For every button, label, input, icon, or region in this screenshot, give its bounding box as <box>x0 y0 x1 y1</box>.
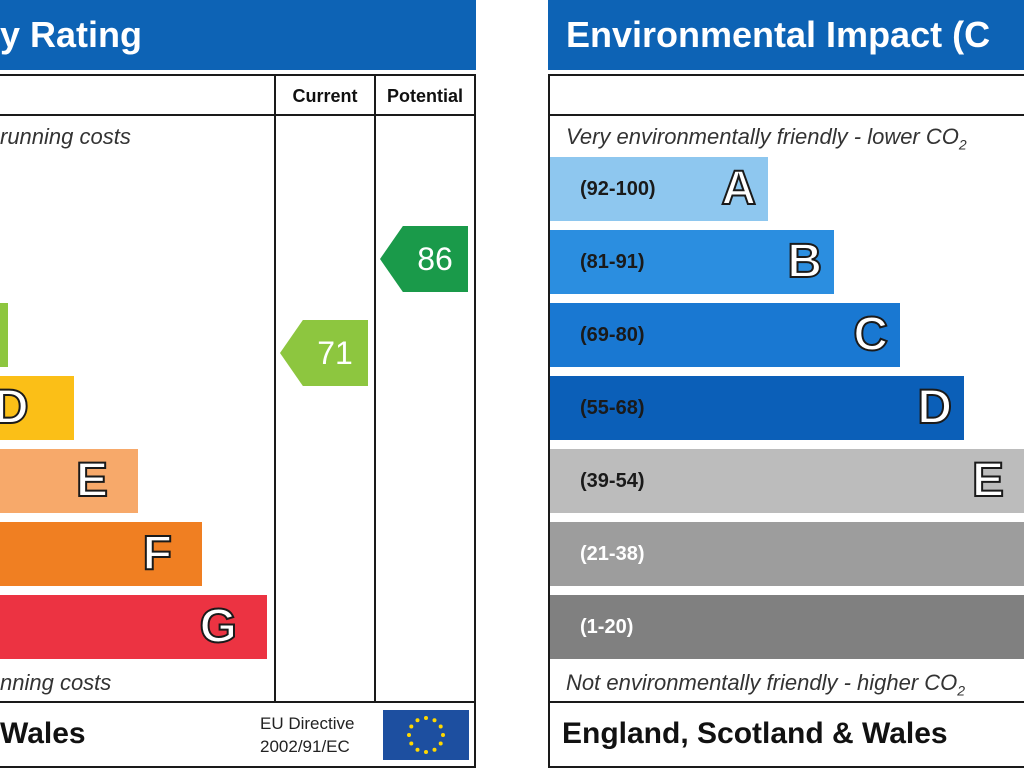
eu-star <box>409 724 414 729</box>
environmental-band-c: (69-80) C <box>550 303 900 367</box>
potential-column-header: Potential <box>386 86 463 106</box>
energy-top-note: running costs <box>0 124 131 149</box>
energy-band-letter: G <box>199 599 238 654</box>
energy-bottom-note: nning costs <box>0 670 112 695</box>
environmental-top-note-sub: 2 <box>958 136 967 152</box>
energy-band-letter: D <box>0 380 30 435</box>
energy-panel-title-text: y Rating <box>0 14 143 55</box>
environmental-bottom-note: Not environmentally friendly - higher CO… <box>566 668 1024 698</box>
environmental-footer-region: England, Scotland & Wales <box>562 717 948 750</box>
environmental-band-letter: D <box>916 380 953 435</box>
energy-header-divider <box>0 114 476 116</box>
eu-star <box>409 741 414 746</box>
environmental-band-d: (55-68) D <box>550 376 964 440</box>
eu-star <box>424 716 428 720</box>
environmental-panel-title-text: Environmental Impact (C <box>566 14 991 55</box>
eu-directive-line1: EU Directive <box>260 714 355 733</box>
energy-footer-region: Wales <box>0 717 86 750</box>
eu-star <box>432 718 437 723</box>
energy-panel-title: y Rating <box>0 0 476 70</box>
environmental-band-letter: A <box>720 161 757 216</box>
current-rating-value: 71 <box>317 335 353 371</box>
environmental-band-b: (81-91) B <box>550 230 834 294</box>
environmental-band-letter: C <box>852 307 889 362</box>
environmental-bottom-note-sub: 2 <box>957 682 966 698</box>
energy-band-partial <box>0 303 8 367</box>
energy-band-d: D <box>0 376 74 440</box>
energy-band-f: F <box>0 522 202 586</box>
eu-star <box>441 733 445 737</box>
eu-star <box>415 718 420 723</box>
potential-rating-value: 86 <box>417 241 453 277</box>
environmental-band-range: (55-68) <box>580 397 645 419</box>
eu-star <box>415 747 420 752</box>
environmental-bottom-note-text: Not environmentally friendly - higher CO <box>566 670 958 695</box>
eu-star <box>407 733 411 737</box>
environmental-band-range: (21-38) <box>580 543 645 565</box>
environmental-band-range: (92-100) <box>580 178 656 200</box>
environmental-footer-divider <box>548 701 1024 703</box>
eu-star <box>432 747 437 752</box>
potential-column-divider <box>374 74 376 702</box>
environmental-band-a: (92-100) A <box>550 157 768 221</box>
environmental-band-g: (1-20) <box>550 595 1024 659</box>
environmental-band-range: (1-20) <box>580 616 634 638</box>
environmental-top-note-text: Very environmentally friendly - lower CO <box>566 124 959 149</box>
energy-band-e: E <box>0 449 138 513</box>
current-column-divider <box>274 74 276 702</box>
environmental-header-divider <box>548 114 1024 116</box>
environmental-band-range: (69-80) <box>580 324 645 346</box>
environmental-panel-title: Environmental Impact (C <box>548 0 1024 70</box>
environmental-band-range: (39-54) <box>580 470 645 492</box>
eu-directive-line2: 2002/91/EC <box>260 737 350 756</box>
eu-star <box>438 724 443 729</box>
energy-footer-divider <box>0 701 476 703</box>
current-column-header: Current <box>292 86 358 106</box>
environmental-band-letter: E <box>971 453 1005 508</box>
environmental-top-note: Very environmentally friendly - lower CO… <box>566 122 1024 152</box>
environmental-band-letter: B <box>786 234 823 289</box>
environmental-band-range: (81-91) <box>580 251 645 273</box>
energy-band-letter: F <box>142 526 173 581</box>
energy-band-g: G <box>0 595 267 659</box>
eu-star <box>424 750 428 754</box>
energy-band-letter: E <box>75 453 109 508</box>
environmental-band-e: (39-54) E <box>550 449 1024 513</box>
environmental-band-f: (21-38) <box>550 522 1024 586</box>
eu-star <box>438 741 443 746</box>
eu-flag-icon <box>383 710 469 760</box>
